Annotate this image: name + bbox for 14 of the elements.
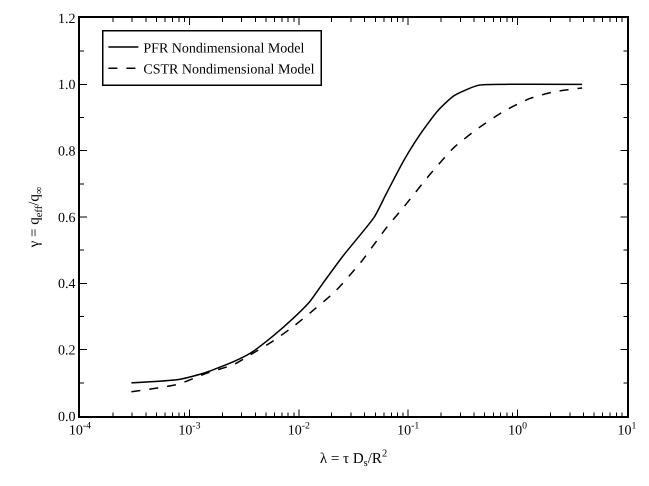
legend-label: CSTR Nondimensional Model xyxy=(143,62,315,78)
y-tick-label: 0.4 xyxy=(58,277,76,292)
x-tick-label: 10$^{-2}$ xyxy=(288,420,310,439)
y-tick-label: 1.0 xyxy=(58,78,76,94)
y-tick-label: 0.8 xyxy=(58,144,76,160)
x-tick-label: 10$^{-3}$ xyxy=(178,420,201,439)
legend-label: PFR Nondimensional Model xyxy=(143,42,304,56)
x-tick-label: 10$^{-1}$ xyxy=(397,420,420,439)
y-tick-label: 1.2 xyxy=(58,12,76,27)
x-tick-label: 10$^{0}$ xyxy=(508,420,528,439)
y-tick-label: 0.2 xyxy=(58,344,76,359)
x-tick-label: 10$^{1}$ xyxy=(618,420,637,439)
x-axis-title: λ = τ D$_{s}$/R$^{2}$ xyxy=(320,448,388,470)
y-tick-label: 0.6 xyxy=(58,210,76,226)
